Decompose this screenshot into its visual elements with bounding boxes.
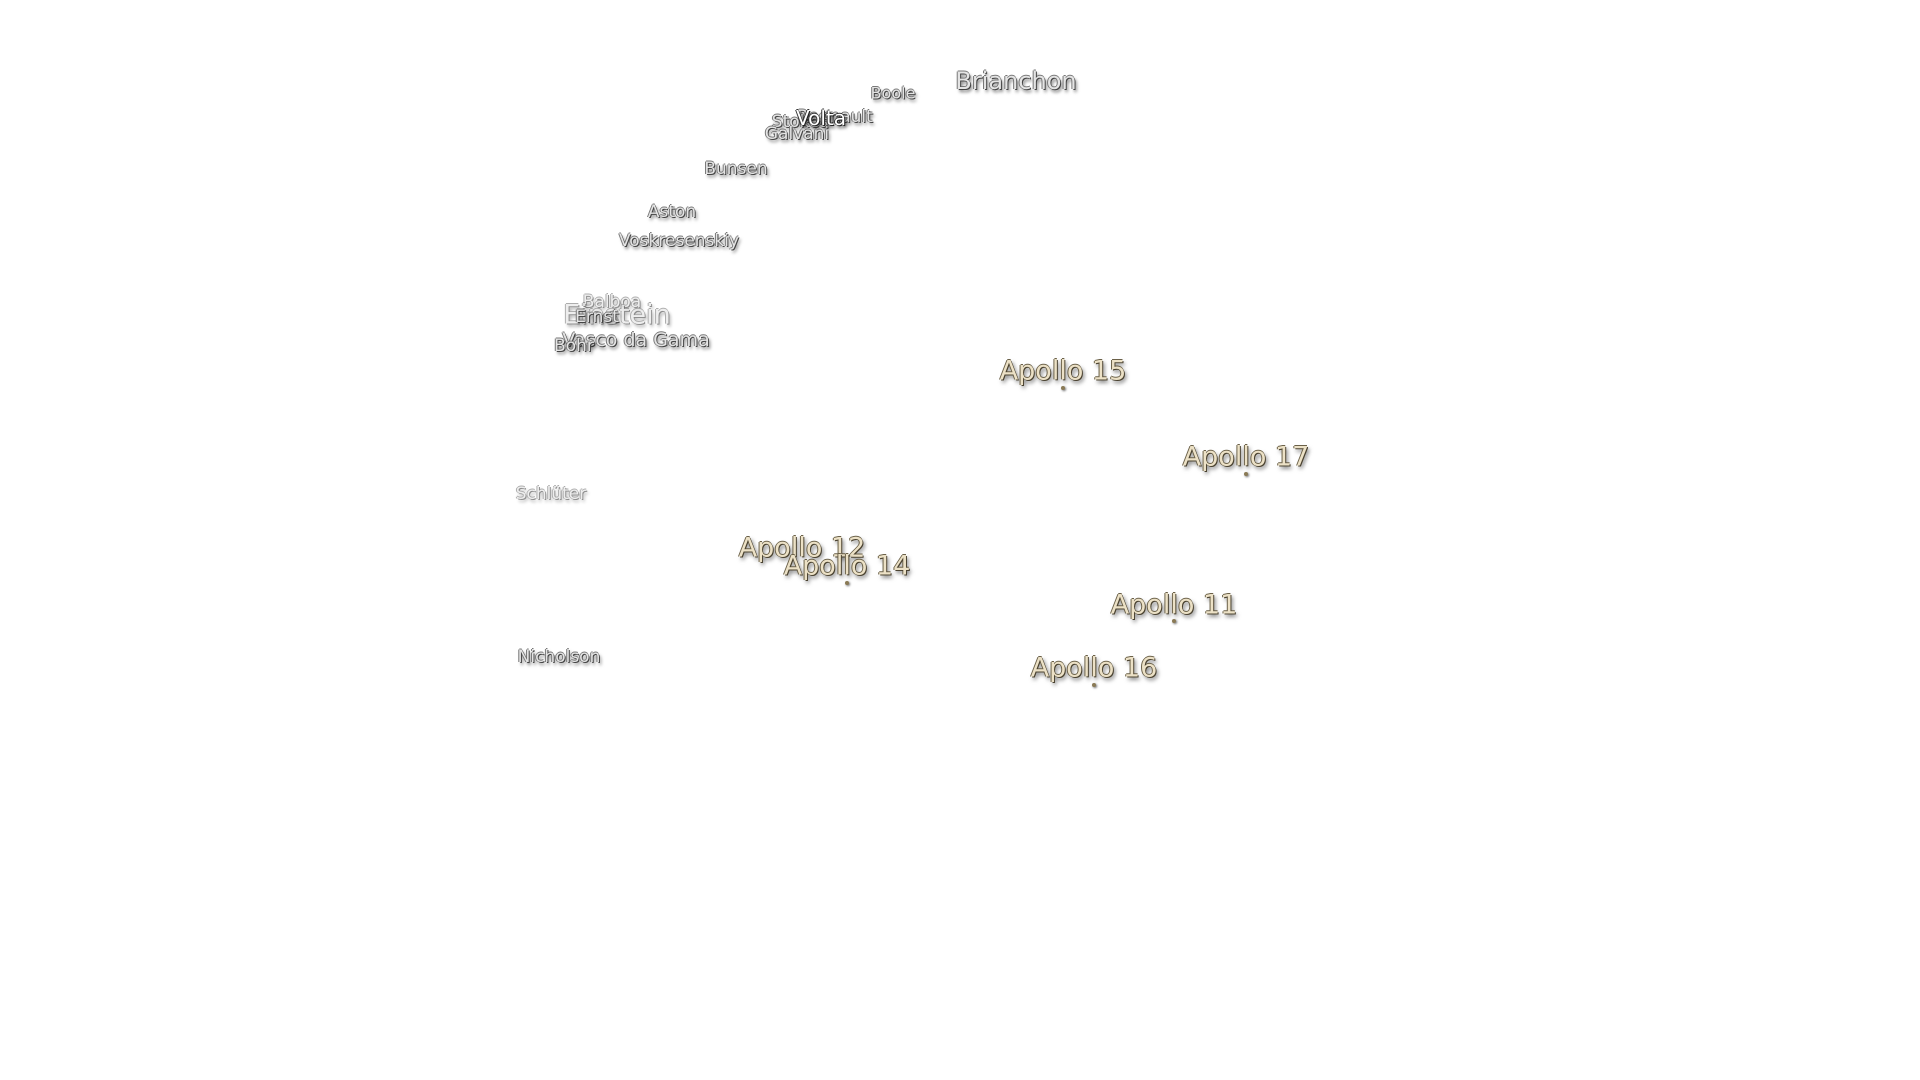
crater-label[interactable]: Bunsen: [704, 159, 768, 179]
landing-site-marker[interactable]: [1172, 619, 1176, 623]
landing-site-marker[interactable]: [1061, 386, 1065, 390]
landing-site-label[interactable]: Apollo 17: [1182, 441, 1310, 473]
crater-label[interactable]: Volta: [795, 106, 847, 130]
landing-site-label[interactable]: Apollo 11: [1110, 589, 1238, 621]
crater-label[interactable]: Voskresenskiy: [618, 231, 740, 251]
crater-label[interactable]: Vasco da Gama: [562, 329, 710, 351]
crater-label[interactable]: Balboa: [582, 292, 642, 312]
crater-label[interactable]: Schlüter: [515, 484, 587, 504]
crater-label[interactable]: Brianchon: [955, 67, 1077, 95]
crater-label[interactable]: Ernst: [575, 307, 619, 327]
crater-label[interactable]: Bohr: [554, 336, 594, 356]
landing-site-marker[interactable]: [1244, 472, 1248, 476]
crater-label[interactable]: Einstein: [563, 299, 671, 331]
crater-label[interactable]: Regnault: [797, 107, 873, 127]
landing-site-label[interactable]: Apollo 16: [1030, 652, 1158, 684]
crater-label[interactable]: Stokes: [771, 112, 829, 132]
crater-label[interactable]: Aston: [647, 202, 697, 222]
crater-label[interactable]: Nicholson: [517, 647, 601, 667]
landing-site-marker[interactable]: [1092, 683, 1096, 687]
landing-site-label[interactable]: Apollo 12: [738, 532, 866, 564]
landing-site-label[interactable]: Apollo 14: [783, 550, 911, 582]
landing-site-label[interactable]: Apollo 15: [999, 355, 1127, 387]
crater-label[interactable]: Galvani: [764, 124, 830, 144]
landing-site-marker[interactable]: [845, 581, 849, 585]
crater-label[interactable]: Boole: [870, 83, 916, 103]
